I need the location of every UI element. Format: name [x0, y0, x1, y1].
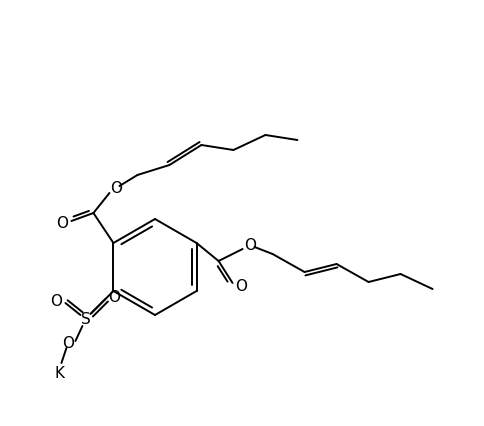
Text: O: O [50, 294, 62, 309]
Text: O: O [108, 290, 120, 305]
Text: O: O [110, 181, 122, 196]
Text: O: O [235, 279, 247, 294]
Text: O: O [244, 238, 256, 253]
Text: K: K [54, 366, 64, 380]
Text: O: O [62, 336, 74, 351]
Text: O: O [56, 216, 68, 231]
Text: S: S [80, 312, 90, 327]
